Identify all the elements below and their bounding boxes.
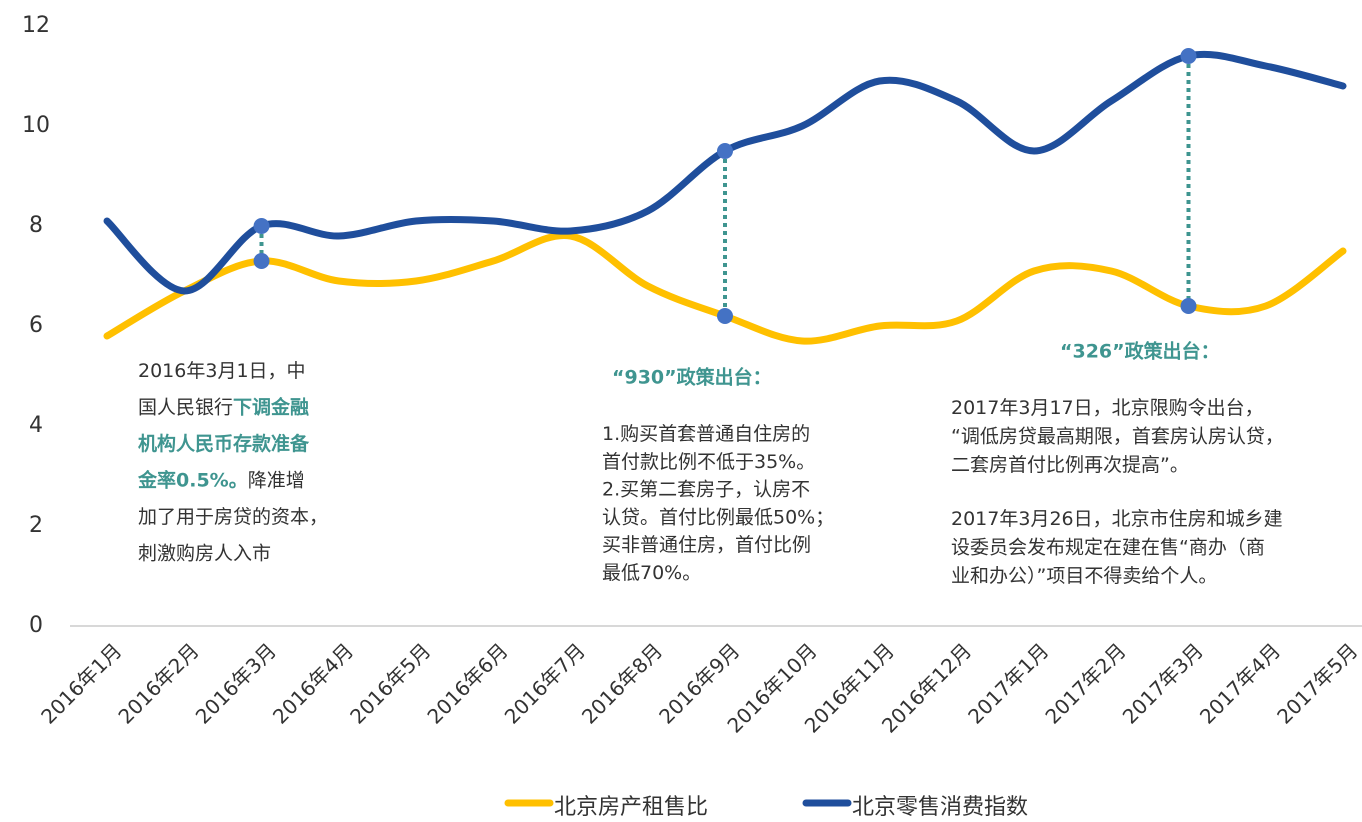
annotation-line: 2017年3月17日，北京限购令出台， xyxy=(951,397,1264,419)
y-tick-label: 6 xyxy=(29,313,43,338)
annotation-text: 首付款比例不低于35%。 xyxy=(602,450,815,472)
annotation-text: 加了用于房贷的资本， xyxy=(138,506,328,528)
annotation-text: 二套房首付比例再次提高”。 xyxy=(951,454,1189,476)
annotation-line: 2016年3月1日，中 xyxy=(138,360,306,382)
annotation-text: 国人民银行 xyxy=(138,396,233,418)
annotation-text: 2017年3月17日，北京限购令出台， xyxy=(951,397,1264,419)
legend-label: 北京房产租售比 xyxy=(554,795,708,820)
annotation-text: “调低房贷最高期限，首套房认房认贷， xyxy=(951,425,1284,447)
y-tick-label: 2 xyxy=(29,513,43,538)
annotation-line: 金率0.5%。降准增 xyxy=(137,468,305,491)
x-tick-label: 2016年5月 xyxy=(345,638,435,728)
highlight-dot xyxy=(1180,48,1197,64)
x-tick-label: 2016年3月 xyxy=(191,638,281,728)
annotation-emphasis: 下调金融 xyxy=(233,395,309,418)
x-tick-label: 2016年8月 xyxy=(577,638,667,728)
x-tick-label: 2016年2月 xyxy=(113,638,203,728)
annotation-line: 最低70%。 xyxy=(602,562,701,584)
annotation-line: 认贷。首付比例最低50%； xyxy=(602,506,834,528)
annotation-line: 设委员会发布规定在建在售“商办（商 xyxy=(951,536,1265,558)
highlight-dot xyxy=(253,253,270,269)
y-tick-label: 10 xyxy=(22,113,50,138)
highlight-dot xyxy=(1180,298,1197,314)
y-tick-label: 12 xyxy=(22,13,50,38)
annotation-line: 刺激购房人入市 xyxy=(138,542,271,564)
x-tick-label: 2017年4月 xyxy=(1195,638,1285,728)
annotation-text: 2017年3月26日，北京市住房和城乡建 xyxy=(951,507,1283,529)
legend-label: 北京零售消费指数 xyxy=(852,795,1028,820)
x-tick-label: 2017年3月 xyxy=(1118,638,1208,728)
annotation-line: 国人民银行下调金融 xyxy=(138,395,309,418)
annotation-title: “930”政策出台： xyxy=(612,366,772,389)
annotation-line: 首付款比例不低于35%。 xyxy=(602,450,815,472)
annotation-line: 2.买第二套房子，认房不 xyxy=(602,478,810,500)
highlight-dot xyxy=(717,308,733,324)
annotation-text: 最低70%。 xyxy=(602,562,701,584)
x-tick-label: 2017年2月 xyxy=(1040,638,1130,728)
y-tick-label: 8 xyxy=(29,213,43,238)
annotation-line: 1.购买首套普通自住房的 xyxy=(602,423,810,445)
annotation-text: 买非普通住房，首付比例 xyxy=(602,534,811,556)
x-tick-label: 2017年1月 xyxy=(963,638,1053,728)
annotation-text: 设委员会发布规定在建在售“商办（商 xyxy=(951,536,1265,558)
annotation-emphasis: 金率0.5%。 xyxy=(137,468,248,491)
x-tick-label: 2017年5月 xyxy=(1272,638,1362,728)
annotation-line: 2017年3月26日，北京市住房和城乡建 xyxy=(951,507,1283,529)
annotation-text: 1.购买首套普通自住房的 xyxy=(602,423,810,445)
x-tick-label: 2016年7月 xyxy=(500,638,590,728)
annotation-line: 加了用于房贷的资本， xyxy=(138,506,328,528)
annotation-text: 2016年3月1日，中 xyxy=(138,360,306,382)
x-tick-label: 2016年6月 xyxy=(422,638,512,728)
annotation-emphasis: 机构人民币存款准备 xyxy=(138,432,310,455)
x-tick-label: 2016年1月 xyxy=(36,638,126,728)
annotation-line: 二套房首付比例再次提高”。 xyxy=(951,454,1189,476)
annotation-text: 业和办公）”项目不得卖给个人。 xyxy=(951,565,1217,587)
annotation-line: 买非普通住房，首付比例 xyxy=(602,534,811,556)
annotation-text: 刺激购房人入市 xyxy=(138,542,271,564)
x-tick-label: 2016年4月 xyxy=(268,638,358,728)
highlight-dot xyxy=(253,218,270,234)
annotation-line: 业和办公）”项目不得卖给个人。 xyxy=(951,565,1217,587)
annotation-text: 认贷。首付比例最低50%； xyxy=(602,506,834,528)
annotation-title: “326”政策出台： xyxy=(1060,340,1220,363)
annotation-text: 降准增 xyxy=(248,469,305,491)
y-tick-label: 4 xyxy=(29,413,43,438)
annotation-text: 2.买第二套房子，认房不 xyxy=(602,478,810,500)
annotation-line: 机构人民币存款准备 xyxy=(138,432,310,455)
y-tick-label: 0 xyxy=(29,613,43,638)
highlight-dot xyxy=(717,143,733,159)
annotation-line: “调低房贷最高期限，首套房认房认贷， xyxy=(951,425,1284,447)
